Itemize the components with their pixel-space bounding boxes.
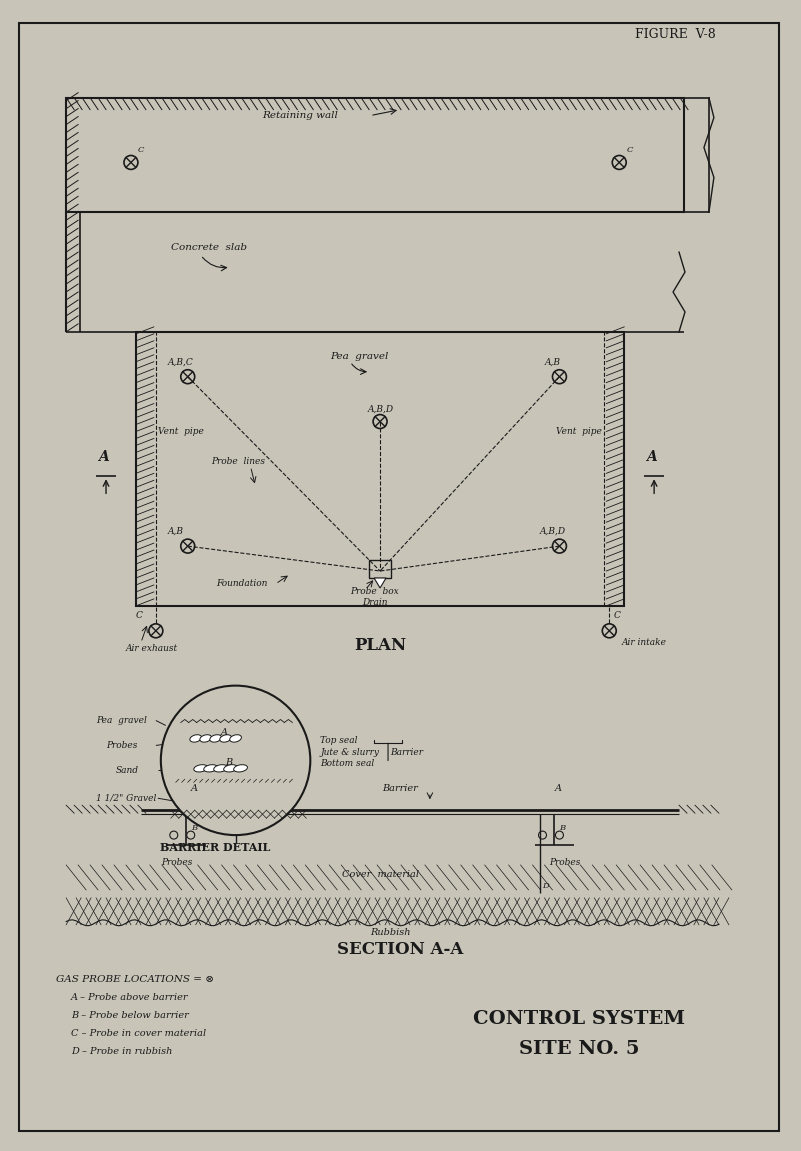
- Text: Pea  gravel: Pea gravel: [330, 352, 388, 361]
- Text: Probe  lines: Probe lines: [211, 457, 264, 466]
- Text: B: B: [226, 759, 233, 768]
- Text: Drain: Drain: [362, 599, 388, 608]
- Ellipse shape: [234, 764, 248, 772]
- Bar: [684, 98, 709, 212]
- Text: Bottom seal: Bottom seal: [320, 759, 375, 768]
- Text: 1 1/2" Gravel: 1 1/2" Gravel: [96, 794, 156, 802]
- Text: Air exhaust: Air exhaust: [126, 645, 178, 654]
- Ellipse shape: [203, 764, 218, 772]
- Text: Jute & slurry: Jute & slurry: [320, 748, 380, 757]
- Text: Vent  pipe: Vent pipe: [557, 427, 602, 436]
- Text: GAS PROBE LOCATIONS = ⊗: GAS PROBE LOCATIONS = ⊗: [56, 975, 214, 984]
- Text: D: D: [542, 882, 549, 890]
- Text: Rubbish: Rubbish: [370, 928, 410, 937]
- Text: C: C: [614, 611, 620, 620]
- Text: Top seal: Top seal: [320, 735, 358, 745]
- Text: Foundation: Foundation: [215, 579, 267, 588]
- Text: Concrete  slab: Concrete slab: [171, 243, 247, 252]
- Text: PLAN: PLAN: [354, 638, 406, 654]
- Text: SECTION A-A: SECTION A-A: [336, 942, 463, 958]
- Ellipse shape: [214, 764, 227, 772]
- Text: D – Probe in rubbish: D – Probe in rubbish: [71, 1047, 172, 1055]
- Text: SITE NO. 5: SITE NO. 5: [519, 1041, 640, 1059]
- Text: Barrier: Barrier: [390, 748, 423, 757]
- Ellipse shape: [223, 764, 237, 772]
- Text: A,B,D: A,B,D: [540, 527, 566, 535]
- Text: A – Probe above barrier: A – Probe above barrier: [71, 993, 189, 1003]
- Text: Probes: Probes: [106, 741, 138, 750]
- Ellipse shape: [210, 734, 222, 742]
- Text: Cover  material: Cover material: [341, 870, 419, 879]
- Ellipse shape: [230, 734, 241, 742]
- Text: B – Probe below barrier: B – Probe below barrier: [71, 1011, 189, 1020]
- Text: CONTROL SYSTEM: CONTROL SYSTEM: [473, 1011, 686, 1029]
- Ellipse shape: [219, 734, 231, 742]
- Text: A,B,D: A,B,D: [368, 405, 394, 414]
- Text: Barrier: Barrier: [382, 784, 418, 793]
- Text: Retaining wall: Retaining wall: [263, 112, 338, 120]
- Text: Sand: Sand: [116, 765, 139, 775]
- Text: B: B: [191, 824, 197, 832]
- Ellipse shape: [194, 764, 207, 772]
- Text: A: A: [191, 784, 198, 793]
- Text: Pea  gravel: Pea gravel: [96, 716, 147, 725]
- Text: C: C: [626, 146, 633, 154]
- Text: A,B: A,B: [168, 527, 183, 535]
- Text: Probe  box: Probe box: [350, 587, 399, 596]
- Text: Vent  pipe: Vent pipe: [158, 427, 203, 436]
- Text: A: A: [220, 729, 227, 738]
- Text: FIGURE  V-8: FIGURE V-8: [635, 29, 716, 41]
- Text: B: B: [559, 824, 566, 832]
- Text: A,B,C: A,B,C: [168, 357, 194, 366]
- Bar: [369, 561, 391, 578]
- Bar: [66, 98, 684, 212]
- Polygon shape: [374, 578, 386, 588]
- Text: C: C: [136, 611, 143, 620]
- Text: A: A: [98, 450, 109, 464]
- Text: A,B: A,B: [545, 357, 561, 366]
- Bar: [136, 331, 624, 605]
- Text: A: A: [646, 450, 657, 464]
- Text: Probes: Probes: [161, 857, 192, 867]
- Circle shape: [161, 686, 310, 836]
- Text: Probes: Probes: [549, 857, 581, 867]
- Text: BARRIER DETAIL: BARRIER DETAIL: [160, 841, 271, 853]
- Ellipse shape: [190, 734, 202, 742]
- Text: C – Probe in cover material: C – Probe in cover material: [71, 1029, 207, 1038]
- Text: Air intake: Air intake: [622, 639, 666, 647]
- Text: A: A: [554, 784, 562, 793]
- Text: C: C: [138, 146, 144, 154]
- Ellipse shape: [199, 734, 211, 742]
